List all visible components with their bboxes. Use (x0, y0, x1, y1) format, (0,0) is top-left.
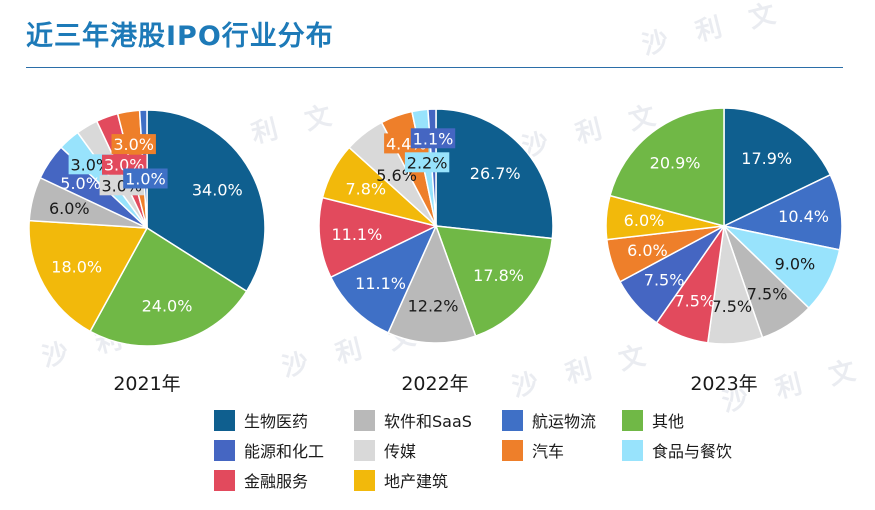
pie-label-box (111, 134, 156, 155)
pie-slice (721, 173, 843, 251)
legend-label: 航运物流 (532, 412, 597, 431)
pie-data-label: 11.1% (331, 225, 382, 244)
pie-data-label: 20.9% (650, 153, 701, 172)
pie-2 (605, 107, 843, 345)
pie-data-label: 5.0% (60, 174, 101, 193)
title-divider (26, 67, 843, 68)
legend-label: 其他 (652, 412, 685, 431)
pie-data-label: 3.0% (70, 155, 111, 174)
legend-label: 生物医药 (244, 412, 309, 431)
legend-item: 食品与餐饮 (622, 438, 732, 462)
legend-label: 地产建筑 (384, 472, 449, 491)
year-label-2021: 2021年 (113, 373, 181, 395)
pie-slice (387, 223, 477, 344)
pie-labels-2: 17.9%10.4%9.0%7.5%7.5%7.5%7.5%6.0%6.0%20… (624, 149, 829, 316)
page-title: 近三年港股IPO行业分布 (26, 21, 334, 52)
pie-slice (329, 224, 438, 334)
legend-swatch (354, 439, 375, 461)
pie-data-label: 7.5% (747, 285, 788, 304)
pie-data-label: 17.8% (473, 266, 524, 285)
pie-labels-0: 34.0%24.0%18.0%6.0%5.0%3.0%3.0%3.0%3.0%1… (49, 134, 243, 316)
legend-item: 生物医药 (214, 408, 354, 432)
legend-label: 软件和SaaS (384, 412, 472, 431)
pie-0 (28, 109, 266, 347)
pie-data-label: 1.0% (125, 170, 166, 189)
legend-item: 地产建筑 (354, 468, 502, 492)
legend-label: 汽车 (532, 442, 565, 461)
pie-label-box (404, 152, 450, 173)
pie-data-label: 6.0% (627, 241, 668, 260)
pie-data-label: 3.0% (113, 135, 154, 154)
pie-slice (723, 107, 832, 228)
legend-swatch (354, 409, 375, 431)
pie-data-label: 7.5% (711, 297, 752, 316)
pie-data-label: 18.0% (51, 258, 102, 277)
pie-data-label: 9.0% (775, 255, 816, 274)
legend-item: 汽车 (502, 438, 622, 462)
legend-label: 食品与餐饮 (652, 442, 733, 461)
legend-swatch (502, 439, 523, 461)
pie-data-label: 17.9% (741, 149, 792, 168)
legend-item: 能源和化工 (214, 438, 354, 462)
legend-label: 传媒 (384, 442, 417, 461)
pie-data-label: 6.0% (624, 211, 665, 230)
year-label-2022: 2022年 (401, 373, 469, 395)
pie-label-box (123, 168, 168, 189)
legend-label: 能源和化工 (244, 442, 325, 461)
pie-data-label: 10.4% (778, 207, 829, 226)
pie-data-label: 7.5% (674, 292, 715, 311)
pie-slice (28, 219, 149, 333)
pie-data-label: 2.2% (407, 153, 448, 172)
pie-label-box (68, 154, 113, 175)
pie-data-label: 12.2% (408, 297, 459, 316)
pie-data-label: 11.1% (355, 274, 406, 293)
legend-swatch (354, 469, 375, 491)
pie-slice (89, 226, 248, 347)
legend-swatch (214, 469, 235, 491)
legend-swatch (622, 439, 643, 461)
pie-data-label: 7.5% (644, 270, 685, 289)
pie-slice (435, 108, 554, 240)
pie-slice (609, 107, 725, 227)
pie-slice (318, 196, 439, 279)
pie-data-label: 24.0% (142, 297, 193, 316)
pie-data-label: 7.8% (345, 180, 386, 199)
legend-item: 航运物流 (502, 408, 622, 432)
legend-item: 传媒 (354, 438, 502, 462)
legend-label: 金融服务 (244, 472, 309, 491)
legend-swatch (502, 409, 523, 431)
pie-charts: 34.0%24.0%18.0%6.0%5.0%3.0%3.0%3.0%3.0%1… (28, 107, 843, 347)
pie-data-label: 34.0% (192, 180, 243, 199)
legend-item: 其他 (622, 408, 722, 432)
year-label-2023: 2023年 (690, 373, 758, 395)
legend-item: 金融服务 (214, 468, 354, 492)
pie-data-label: 6.0% (49, 199, 90, 218)
legend-swatch (214, 439, 235, 461)
legend-swatch (622, 409, 643, 431)
pie-data-label: 26.7% (470, 164, 521, 183)
pie-label-box (410, 128, 456, 149)
pie-data-label: 1.1% (413, 129, 454, 148)
pie-labels-1: 26.7%17.8%12.2%11.1%11.1%7.8%5.6%4.4%2.2… (331, 128, 524, 316)
legend-swatch (214, 409, 235, 431)
legend: 生物医药 软件和SaaS 航运物流 其他能源和化工 传媒 汽车 食品与餐饮金融服务 地产建筑 (214, 408, 734, 492)
legend-item: 软件和SaaS (354, 408, 502, 432)
pie-slice (434, 225, 554, 338)
